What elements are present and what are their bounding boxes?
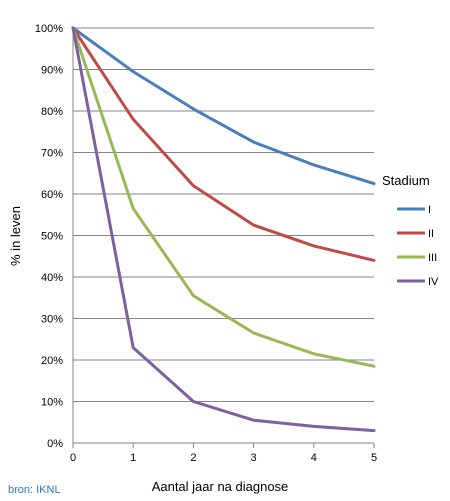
y-tick-labels: 0% 10% 20% 30% 40% 50% 60% 70% 80% 90% 100% [35, 23, 63, 450]
x-tick-label: 1 [130, 452, 136, 464]
y-tick-label: 70% [41, 148, 63, 160]
legend-label: II [428, 228, 434, 240]
series-line-iii [71, 26, 376, 368]
series-line-iv [71, 26, 376, 433]
y-tick-label: 50% [41, 231, 63, 243]
x-tick-label: 4 [311, 452, 317, 464]
legend-label: I [428, 204, 431, 216]
series-line-i [71, 26, 376, 186]
y-tick-label: 90% [41, 65, 63, 77]
gridlines [73, 27, 374, 402]
legend-title: Stadium [382, 173, 430, 188]
y-tick-label: 60% [41, 189, 63, 201]
y-tick-label: 100% [35, 23, 63, 35]
axes [72, 28, 375, 448]
x-tick-label: 3 [251, 452, 257, 464]
x-tick-labels: 0 1 2 3 4 5 [70, 452, 377, 464]
y-tick-label: 40% [41, 272, 63, 284]
series-lines [71, 26, 376, 433]
legend-label: IV [428, 276, 439, 288]
x-tick-label: 2 [190, 452, 196, 464]
series-line-ii [71, 26, 376, 262]
source-note: bron: IKNL [8, 484, 61, 496]
y-tick-label: 20% [41, 355, 63, 367]
x-tick-label: 5 [371, 452, 377, 464]
y-tick-label: 10% [41, 397, 63, 409]
y-axis-title: % in leven [8, 206, 23, 266]
y-tick-label: 30% [41, 314, 63, 326]
legend-label: III [428, 252, 437, 264]
y-tick-label: 80% [41, 106, 63, 118]
x-tick-label: 0 [70, 452, 76, 464]
x-axis-title: Aantal jaar na diagnose [152, 479, 289, 494]
y-tick-label: 0% [47, 438, 63, 450]
